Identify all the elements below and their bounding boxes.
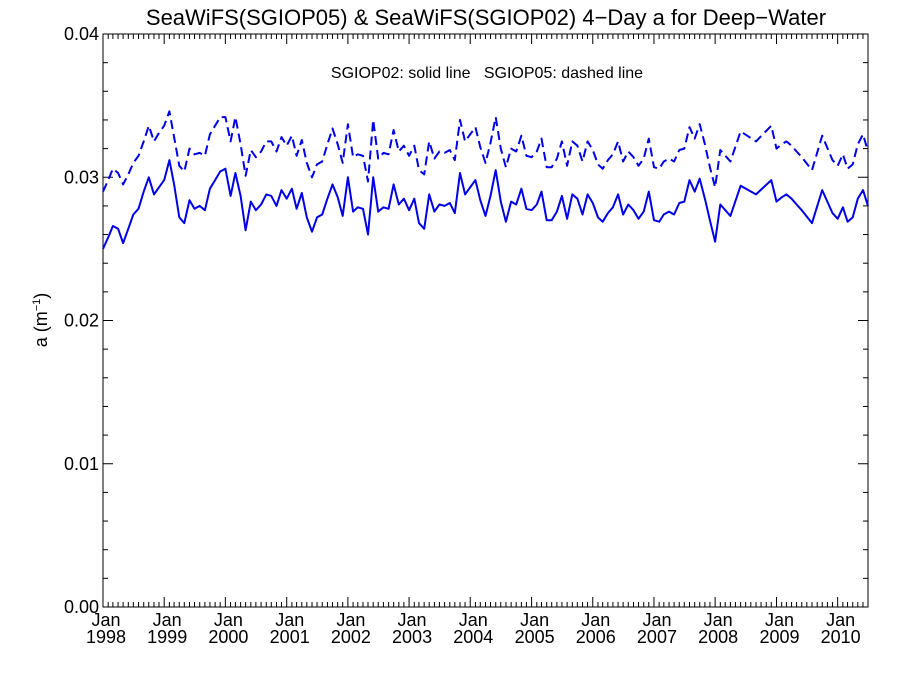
x-tick-label-year: 2006 (576, 627, 616, 647)
chart-title: SeaWiFS(SGIOP05) & SeaWiFS(SGIOP02) 4−Da… (146, 5, 826, 30)
x-tick-label-month: Jan (91, 610, 120, 630)
y-axis-label-tail: ) (31, 293, 51, 299)
y-axis-label-main: a (m (31, 311, 51, 347)
x-tick-label-month: Jan (826, 610, 855, 630)
x-tick-label-year: 2008 (698, 627, 738, 647)
y-tick-label: 0.02 (64, 311, 99, 331)
y-axis-label: a (m−1) (31, 293, 51, 348)
series-line-sgiop02 (102, 159, 869, 250)
x-tick-label-month: Jan (520, 610, 549, 630)
y-axis-label-sup: −1 (31, 299, 43, 312)
x-tick-label-month: Jan (581, 610, 610, 630)
x-tick-label-month: Jan (765, 610, 794, 630)
x-tick-label-month: Jan (398, 610, 427, 630)
x-tick-label-month: Jan (275, 610, 304, 630)
x-tick-label-year: 2000 (208, 627, 248, 647)
x-tick-label-year: 1999 (147, 627, 187, 647)
y-tick-label: 0.01 (64, 454, 99, 474)
x-tick-label-month: Jan (704, 610, 733, 630)
legend-annotation: SGIOP02: solid line SGIOP05: dashed line (331, 65, 643, 82)
x-tick-label-month: Jan (336, 610, 365, 630)
x-tick-label-month: Jan (459, 610, 488, 630)
series-line-sgiop05 (102, 110, 869, 193)
x-tick-label-year: 2010 (821, 627, 861, 647)
x-tick-label-year: 1998 (86, 627, 126, 647)
x-tick-label-year: 2001 (270, 627, 310, 647)
x-tick-label-year: 2002 (331, 627, 371, 647)
y-tick-label: 0.03 (64, 167, 99, 187)
x-tick-label-year: 2009 (759, 627, 799, 647)
x-tick-label-year: 2004 (453, 627, 493, 647)
y-tick-label: 0.04 (64, 24, 99, 44)
x-tick-label-year: 2003 (392, 627, 432, 647)
x-tick-label-month: Jan (153, 610, 182, 630)
plot-layer: 0.000.010.020.030.04Jan1998Jan1999Jan200… (64, 24, 869, 647)
x-tick-label-year: 2005 (515, 627, 555, 647)
x-tick-label-year: 2007 (637, 627, 677, 647)
y-tick-label: 0.00 (64, 597, 99, 617)
x-tick-label-month: Jan (642, 610, 671, 630)
x-tick-label-month: Jan (214, 610, 243, 630)
